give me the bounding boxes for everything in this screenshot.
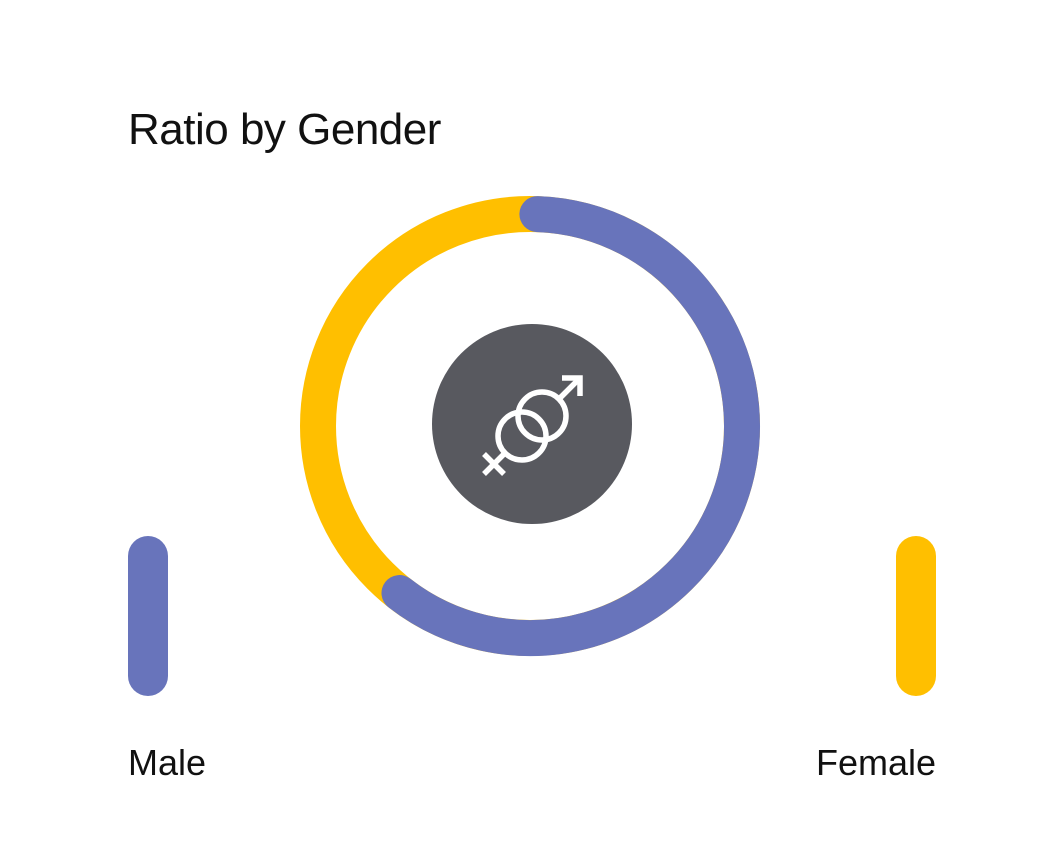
center-circle	[432, 324, 632, 524]
male-female-symbol-icon	[482, 375, 583, 476]
legend-label-male: Male	[128, 742, 207, 783]
legend-swatch-female	[896, 536, 936, 696]
chart-title: Ratio by Gender	[128, 105, 441, 154]
donut-ring	[300, 196, 760, 656]
donut-segment-male	[381, 196, 760, 656]
center-badge	[432, 324, 632, 524]
legend-swatch-male	[128, 536, 168, 696]
legend-label-female: Female	[815, 742, 936, 783]
